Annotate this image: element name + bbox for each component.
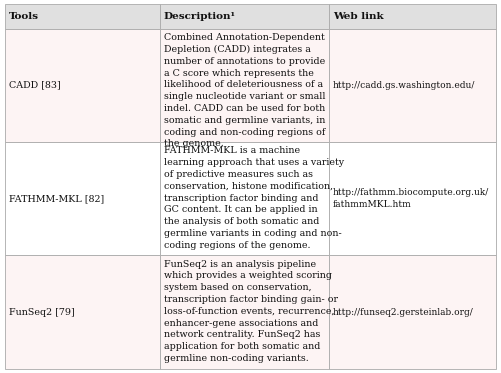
Text: Web link: Web link: [333, 12, 384, 21]
Bar: [160, 142, 329, 255]
Bar: [5, 4, 160, 29]
Bar: [5, 255, 160, 369]
Text: http://fathmm.biocompute.org.uk/
fathmmMKL.htm: http://fathmm.biocompute.org.uk/ fathmmM…: [333, 188, 489, 209]
Bar: [160, 255, 329, 369]
Bar: [160, 29, 329, 142]
Text: FunSeq2 [79]: FunSeq2 [79]: [9, 308, 75, 317]
Text: http://funseq2.gersteinlab.org/: http://funseq2.gersteinlab.org/: [333, 308, 474, 317]
Text: Tools: Tools: [9, 12, 39, 21]
Bar: [329, 142, 496, 255]
Bar: [329, 29, 496, 142]
Text: CADD [83]: CADD [83]: [9, 81, 61, 90]
Bar: [5, 29, 160, 142]
Text: Description¹: Description¹: [164, 12, 235, 21]
Text: FunSeq2 is an analysis pipeline
which provides a weighted scoring
system based o: FunSeq2 is an analysis pipeline which pr…: [164, 260, 338, 363]
Text: FATHMM-MKL [82]: FATHMM-MKL [82]: [9, 194, 104, 203]
Bar: [329, 4, 496, 29]
Text: Combined Annotation-Dependent
Depletion (CADD) integrates a
number of annotation: Combined Annotation-Dependent Depletion …: [164, 33, 325, 148]
Text: http://cadd.gs.washington.edu/: http://cadd.gs.washington.edu/: [333, 81, 475, 90]
Bar: [329, 255, 496, 369]
Bar: [160, 4, 329, 29]
Bar: [5, 142, 160, 255]
Text: FATHMM-MKL is a machine
learning approach that uses a variety
of predictive meas: FATHMM-MKL is a machine learning approac…: [164, 146, 344, 250]
